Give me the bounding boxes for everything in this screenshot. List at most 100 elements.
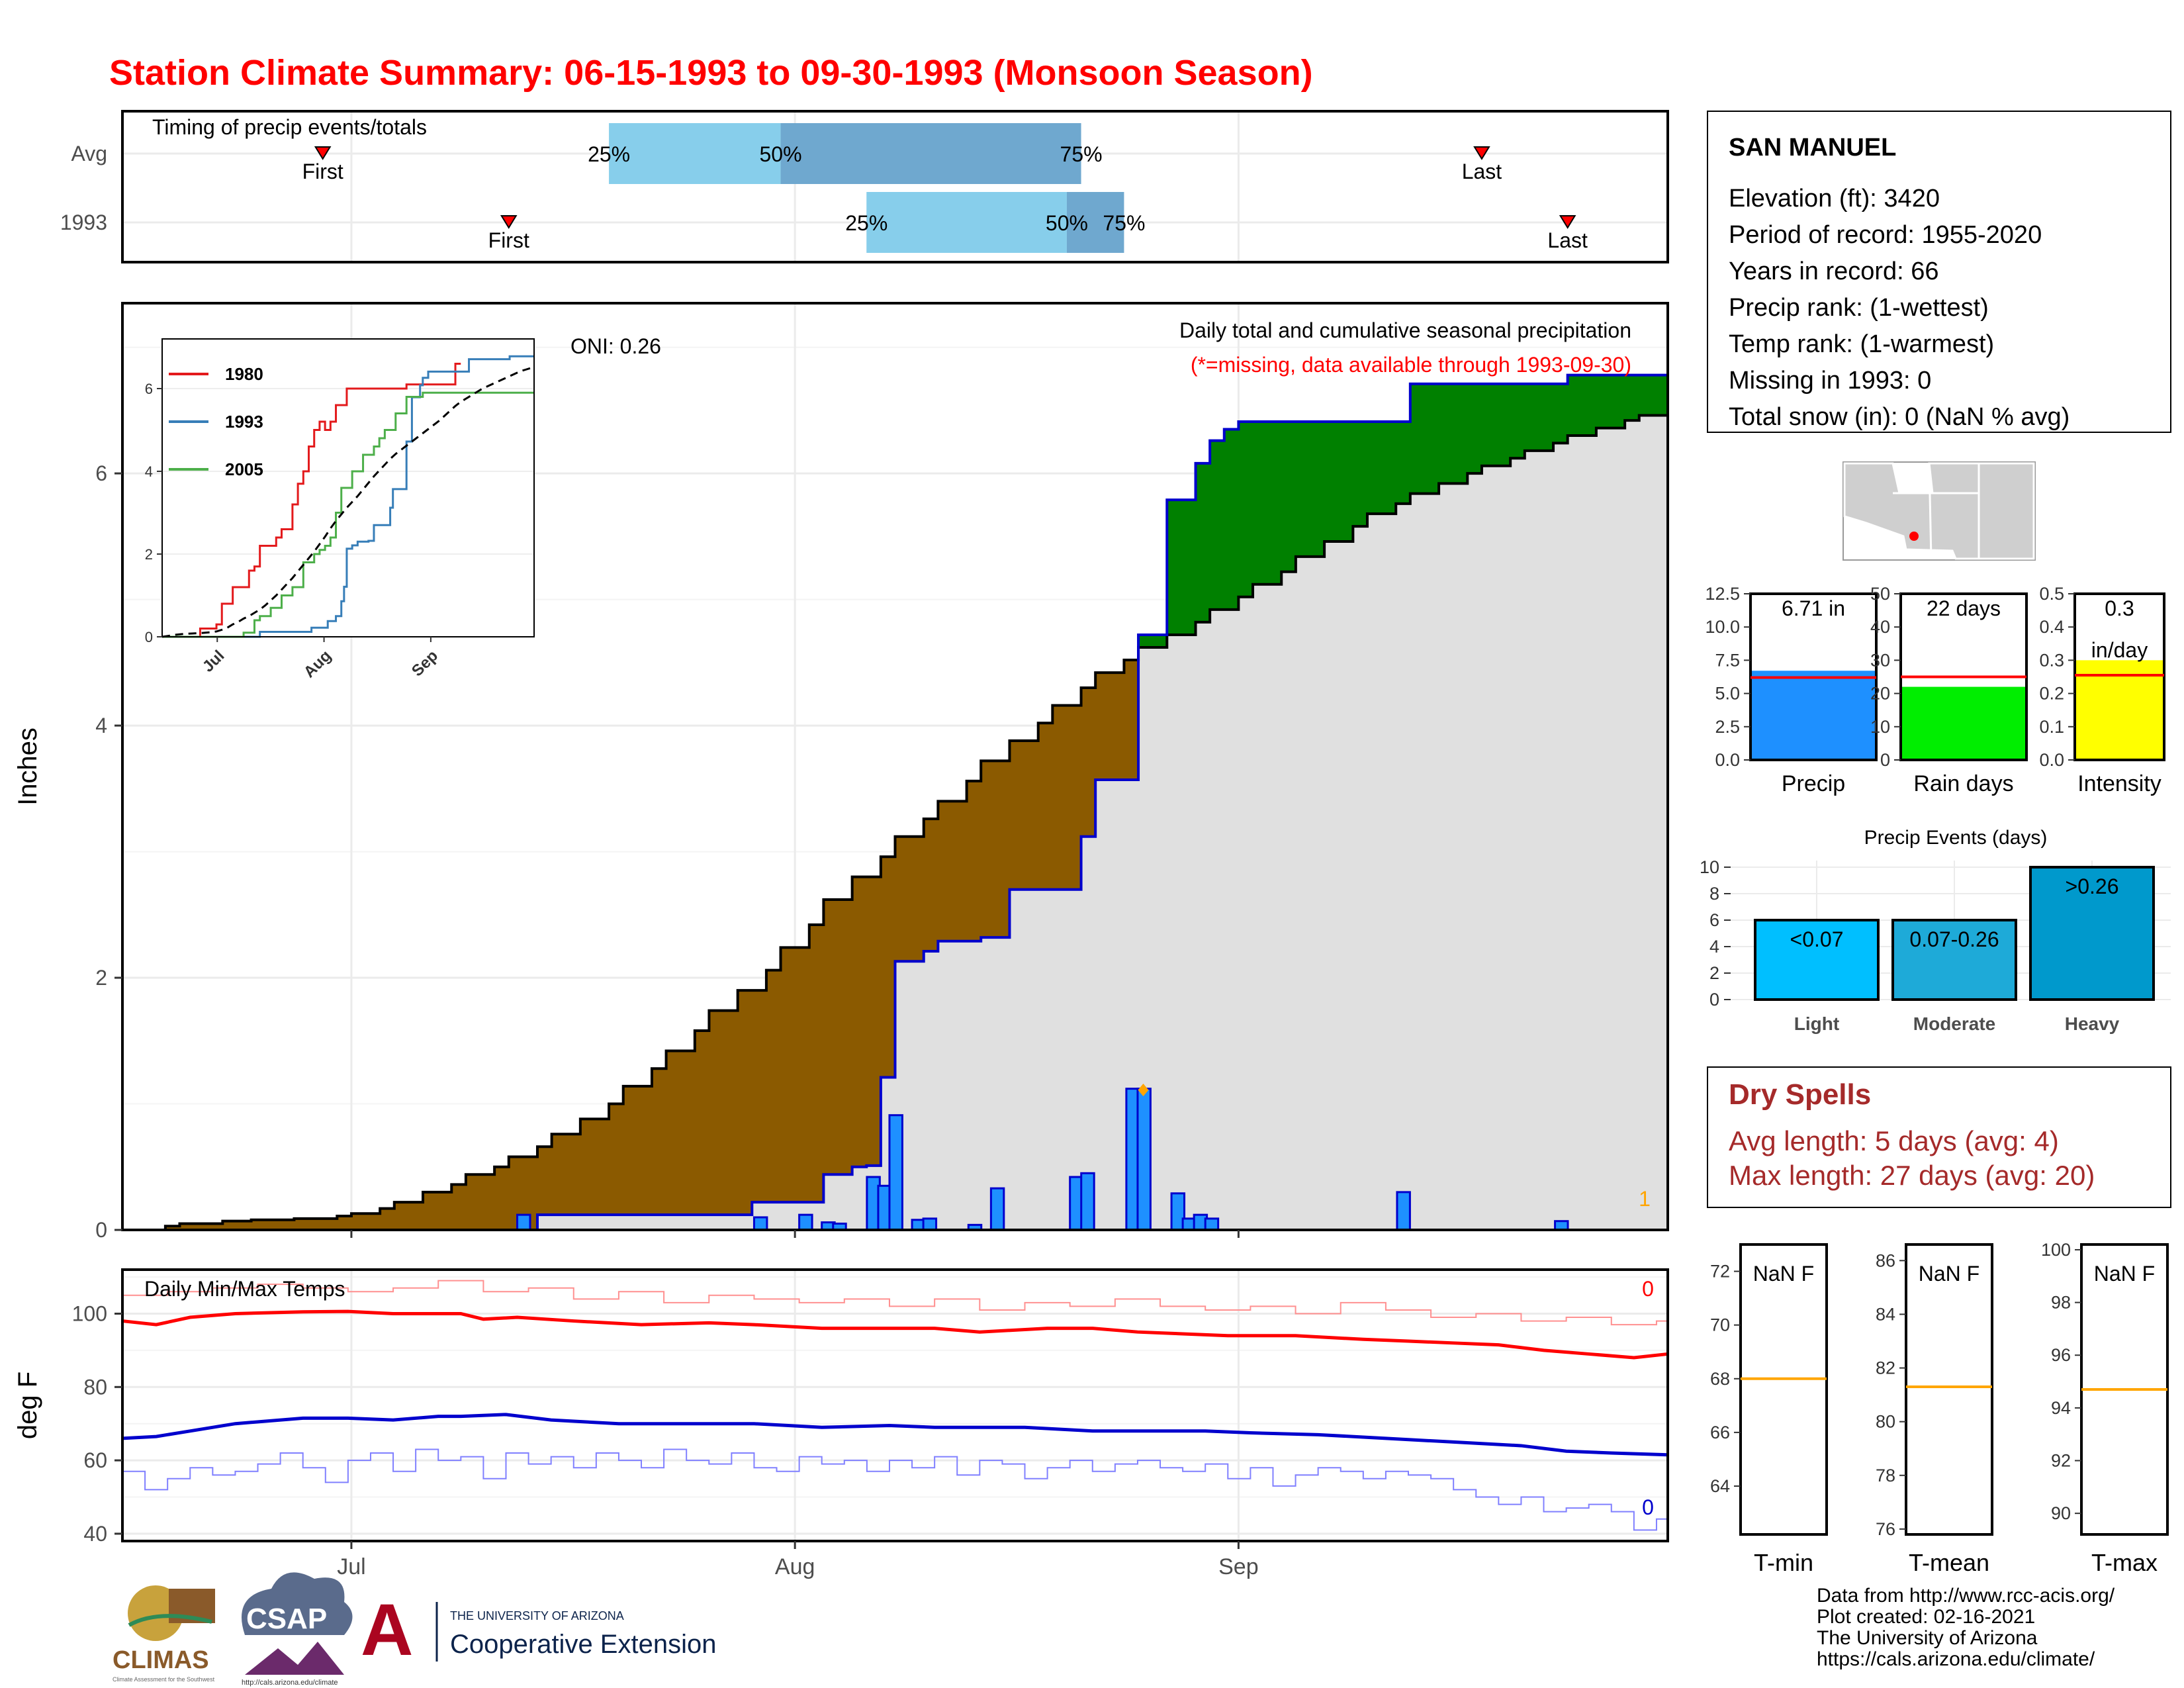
rank-y-tick-label: 10: [1870, 717, 1890, 737]
tbar-y-tick-label: 82: [1876, 1358, 1895, 1378]
ua-bottom-text: Cooperative Extension: [450, 1630, 716, 1659]
tbar-y-tick-label: 72: [1710, 1262, 1730, 1282]
inset-lines: [161, 355, 535, 638]
tbar-y-tick-label: 86: [1876, 1250, 1895, 1270]
station-details: Elevation (ft): 3420 Period of record: 19…: [1729, 185, 2070, 431]
event-category-label: Heavy: [2065, 1013, 2120, 1034]
precip-areas: [122, 373, 1669, 1231]
inset-series-1980: [162, 363, 461, 638]
timing-frame: [121, 110, 1669, 263]
temps-axes: 40 60 80 100 Jul Aug Sep: [72, 1301, 1259, 1579]
csap-text: CSAP: [246, 1603, 327, 1635]
tbar-category-label: T-min: [1754, 1549, 1813, 1576]
rank-y-tick-label: 0.2: [2039, 684, 2064, 704]
csap-url: http://cals.arizona.edu/climate: [242, 1679, 338, 1687]
precip-panel: 0 2 4 6 Inches Daily total and cumulative s…: [13, 302, 1669, 1242]
ua-logo: A THE UNIVERSITY OF ARIZONA Cooperative …: [361, 1589, 716, 1671]
temps-x-tick-label: Jul: [337, 1554, 365, 1579]
events-y-tick-label: 0: [1709, 990, 1719, 1009]
rank-bars: 0.0 2.5 5.0 7.5 10.0 12.5 6.71 in Precip 0 10 20 30…: [1705, 584, 2165, 796]
tbar-y-tick-label: 92: [2051, 1451, 2071, 1471]
tbar-y-tick-label: 68: [1710, 1369, 1730, 1389]
timing-row-labels: Avg 1993: [60, 142, 107, 234]
tbar-y-tick-label: 94: [2051, 1398, 2071, 1418]
tbar-value-label: NaN F: [1919, 1262, 1979, 1286]
inset-y-tick-label: 0: [145, 629, 153, 645]
event-bar-label: >0.26: [2066, 874, 2119, 898]
rank-category-label: Rain days: [1913, 771, 2013, 796]
station-detail-line: Period of record: 1955-2020: [1729, 221, 2042, 249]
station-info-box: SAN MANUEL Elevation (ft): 3420 Period of…: [1707, 111, 2171, 433]
temps-x-tick-label: Sep: [1218, 1554, 1259, 1579]
rank-value-label: 22 days: [1927, 596, 2001, 620]
station-detail-line: Years in record: 66: [1729, 258, 1939, 285]
timing-row-label: Avg: [71, 142, 107, 165]
q75-label: 75%: [1103, 211, 1145, 235]
rank-y-tick-label: 10.0: [1705, 617, 1740, 637]
precip-title: Daily total and cumulative seasonal prec…: [1179, 318, 1631, 342]
tbar-frame: [1739, 1243, 1828, 1536]
dry-spells-title: Dry Spells: [1729, 1078, 1871, 1111]
tbar-y-tick-label: 70: [1710, 1315, 1730, 1335]
tbar-y-tick-label: 90: [2051, 1503, 2071, 1523]
events-y-tick-label: 8: [1709, 884, 1719, 904]
deficit-area: [165, 660, 1139, 1230]
missing-count-label: 1: [1639, 1187, 1651, 1211]
quartile-bar-lower: [609, 123, 781, 184]
daily-precip-bar: [752, 1216, 768, 1231]
precip-subtitle: (*=missing, data available through 1993-…: [1191, 353, 1631, 377]
tbar-y-tick-label: 80: [1876, 1412, 1895, 1432]
rank-y-tick-label: 40: [1870, 617, 1890, 637]
daily-precip-bar: [516, 1213, 531, 1231]
rank-y-tick-label: 12.5: [1705, 584, 1740, 604]
first-marker: [500, 215, 518, 229]
events-y-tick-label: 4: [1709, 937, 1719, 957]
temperature-bars: 64 66 68 70 72 NaN F T-min 76 78 80 82 84 86 NaN F T-m…: [1710, 1240, 2169, 1576]
climas-subtitle: Climate Assessment for the Southwest: [113, 1676, 215, 1683]
precip-y-axis: 0 2 4 6: [95, 461, 1240, 1242]
max-missing-count: 0: [1642, 1277, 1654, 1301]
q25-label: 25%: [588, 142, 630, 166]
observed-min-temp-line: [122, 1448, 1668, 1531]
inset-series-2005: [162, 391, 534, 638]
surplus-area: [1138, 375, 1668, 647]
legend-label-2005: 2005: [225, 459, 263, 479]
credits: Data from http://www.rcc-acis.org/Plot c…: [1817, 1585, 2115, 1670]
rank-bar-1: [1901, 686, 2026, 760]
rank-y-tick-label: 5.0: [1715, 684, 1740, 704]
tbar-y-tick-label: 98: [2051, 1293, 2071, 1313]
rank-bar-frame: [2073, 592, 2165, 761]
precip-y-tick-label: 0: [95, 1218, 107, 1242]
ua-a-icon: A: [361, 1589, 413, 1671]
daily-precip-bar: [1204, 1217, 1220, 1231]
last-marker: [1473, 146, 1490, 160]
daily-precip-bars: [516, 1084, 1569, 1231]
avg-min-temp-line: [122, 1413, 1668, 1457]
rank-y-tick-label: 0.3: [2039, 650, 2064, 670]
station-detail-line: Precip rank: (1-wettest): [1729, 294, 1989, 322]
rank-y-tick-label: 0.5: [2039, 584, 2064, 604]
temps-panel: 40 60 80 100 Jul Aug Sep Daily Min/Max Temps d…: [13, 1268, 1669, 1579]
first-marker: [314, 146, 332, 160]
events-y-tick-label: 10: [1700, 857, 1719, 877]
events-title: Precip Events (days): [1864, 827, 2048, 849]
rank-y-tick-label: 0: [1880, 750, 1890, 770]
temps-plot-area: [122, 1270, 1668, 1541]
rank-y-tick-label: 20: [1870, 684, 1890, 704]
temps-y-label: deg F: [13, 1372, 42, 1439]
daily-precip-bar: [798, 1213, 813, 1231]
credit-line: Plot created: 02-16-2021: [1817, 1606, 2035, 1628]
csap-logo: CSAP http://cals.arizona.edu/climate: [242, 1572, 353, 1687]
tbar-y-tick-label: 96: [2051, 1345, 2071, 1365]
event-bar-heavy: [2029, 866, 2155, 1001]
inset-legend: 1980 1993 2005: [169, 364, 263, 479]
temps-lines: [122, 1280, 1668, 1531]
credit-line: The University of Arizona: [1817, 1627, 2038, 1649]
first-label: First: [488, 228, 529, 252]
temps-y-tick-label: 40: [83, 1522, 107, 1546]
precip-frame: [121, 302, 1669, 1231]
tbar-frame: [1905, 1243, 1993, 1536]
station-frame: [1707, 111, 2171, 433]
tbar-y-tick-label: 64: [1710, 1476, 1730, 1496]
